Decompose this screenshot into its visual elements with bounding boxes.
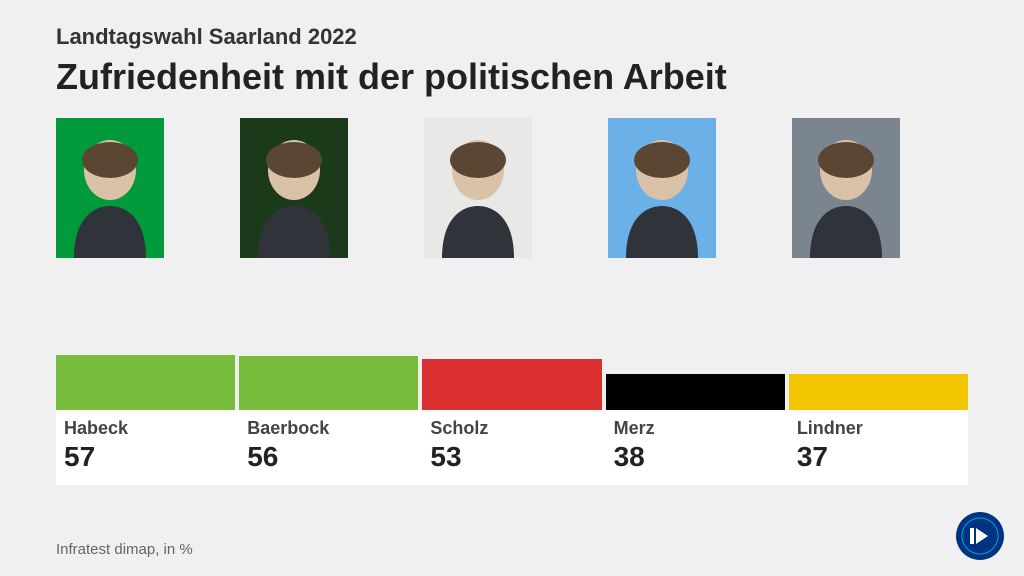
bar-col-baerbock — [239, 356, 418, 410]
bar-col-merz — [606, 374, 785, 410]
chart-container: Landtagswahl Saarland 2022 Zufriedenheit… — [0, 0, 1024, 485]
politician-name: Merz — [614, 418, 785, 439]
label-col-lindner: Lindner37 — [789, 418, 968, 473]
bar-col-lindner — [789, 374, 968, 410]
bar-lindner — [789, 374, 968, 410]
bar-habeck — [56, 355, 235, 410]
label-col-merz: Merz38 — [606, 418, 785, 473]
bars-area — [56, 314, 968, 410]
bar-value: 37 — [797, 441, 968, 473]
label-col-baerbock: Baerbock56 — [239, 418, 418, 473]
page-title: Zufriedenheit mit der politischen Arbeit — [56, 56, 968, 98]
bar-value: 57 — [64, 441, 235, 473]
source-text: Infratest dimap, in % — [56, 541, 193, 558]
politician-photo-merz — [608, 118, 716, 258]
bar-value: 56 — [247, 441, 418, 473]
subtitle: Landtagswahl Saarland 2022 — [56, 24, 968, 50]
photos-row — [56, 118, 968, 258]
label-col-scholz: Scholz53 — [422, 418, 601, 473]
broadcaster-logo — [956, 512, 1004, 560]
politician-name: Lindner — [797, 418, 968, 439]
politician-name: Habeck — [64, 418, 235, 439]
bar-scholz — [422, 359, 601, 410]
bar-col-habeck — [56, 355, 235, 410]
bar-col-scholz — [422, 359, 601, 410]
bar-merz — [606, 374, 785, 410]
label-col-habeck: Habeck57 — [56, 418, 235, 473]
politician-name: Scholz — [430, 418, 601, 439]
politician-name: Baerbock — [247, 418, 418, 439]
politician-photo-scholz — [424, 118, 532, 258]
bar-value: 38 — [614, 441, 785, 473]
bar-value: 53 — [430, 441, 601, 473]
politician-photo-baerbock — [240, 118, 348, 258]
politician-photo-habeck — [56, 118, 164, 258]
labels-row: Habeck57Baerbock56Scholz53Merz38Lindner3… — [56, 410, 968, 485]
bar-baerbock — [239, 356, 418, 410]
politician-photo-lindner — [792, 118, 900, 258]
